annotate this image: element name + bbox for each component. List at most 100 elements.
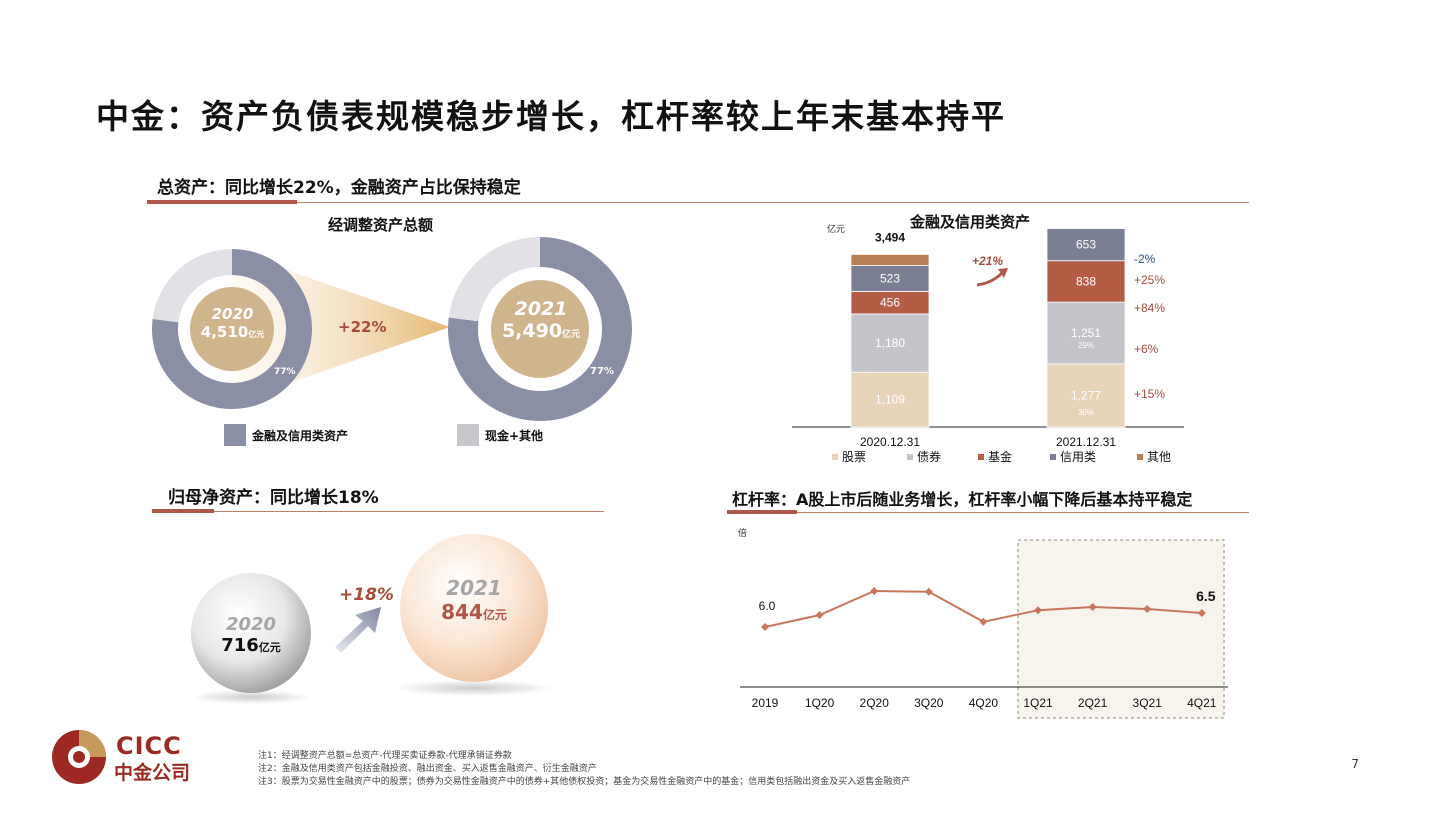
leverage-point bbox=[924, 587, 933, 596]
line-x-tick-label: 1Q21 bbox=[1023, 696, 1053, 710]
legend-cash-label: 现金+其他 bbox=[485, 429, 544, 443]
donut-right-year: 2021 bbox=[514, 298, 568, 320]
leverage-point bbox=[1143, 605, 1152, 613]
equity-2020-value: 716 bbox=[221, 635, 259, 656]
section-equity-rule bbox=[152, 511, 604, 512]
bar-segment-基金 bbox=[1046, 260, 1126, 303]
line-chart-unit: 倍 bbox=[738, 529, 748, 539]
donut-right-unit: 亿元 bbox=[562, 330, 581, 340]
section-leverage-accent bbox=[727, 510, 797, 514]
bar-legend-label: 股票 bbox=[842, 450, 866, 464]
bar-value-label: 1,277 bbox=[1071, 388, 1101, 402]
equity-2020-unit: 亿元 bbox=[258, 641, 281, 654]
bar-legend-swatch bbox=[832, 454, 838, 460]
donut-chart-title: 经调整资产总额 bbox=[328, 216, 434, 234]
bubble-2020 bbox=[191, 573, 311, 693]
line-x-tick-label: 2019 bbox=[752, 696, 779, 710]
section-assets-rule bbox=[147, 202, 1249, 203]
leverage-point bbox=[1197, 609, 1206, 617]
donut-right-pct: 77% bbox=[590, 366, 614, 377]
bar-legend-label: 其他 bbox=[1147, 450, 1171, 464]
donut-right-center: 2021 5,490亿元 bbox=[492, 290, 590, 375]
section-leverage-rule bbox=[727, 512, 1249, 513]
line-x-tick-label: 2Q20 bbox=[860, 696, 890, 710]
bar-growth-label: +84% bbox=[1134, 301, 1165, 315]
footnote-1: 注1：经调整资产总额=总资产-代理买卖证券款-代理承销证券款 bbox=[258, 751, 512, 761]
donut-slice-cash bbox=[448, 237, 541, 322]
bar-value-label: 1,109 bbox=[875, 393, 905, 407]
section-equity-title: 归母净资产：同比增长18% bbox=[168, 488, 379, 508]
bar-category-label: 2020.12.31 bbox=[860, 435, 920, 449]
section-assets-title: 总资产：同比增长22%，金融资产占比保持稳定 bbox=[157, 178, 521, 198]
leverage-point bbox=[1034, 606, 1042, 615]
bar-segment-债券 bbox=[1046, 301, 1126, 365]
bar-growth-label: -2% bbox=[1134, 252, 1156, 266]
donut-right-value: 5,490 bbox=[501, 320, 563, 342]
bar-category-label: 2021.12.31 bbox=[1056, 435, 1116, 449]
leverage-point bbox=[815, 611, 824, 619]
donut-center-disc bbox=[190, 287, 274, 371]
donut-left-pct: 77% bbox=[274, 367, 296, 377]
bar-value-label: 523 bbox=[880, 271, 900, 285]
donut-left-center: 2020 4,510亿元 bbox=[190, 290, 275, 375]
donut-slice-cash bbox=[152, 249, 233, 323]
donut-2020 bbox=[152, 249, 312, 409]
bar-value-label: 653 bbox=[1076, 238, 1096, 252]
footnote-3: 注3：股票为交易性金融资产中的股票；债券为交易性金融资产中的债券+其他债权投资；… bbox=[258, 777, 911, 787]
donut-left-value: 4,510 bbox=[200, 323, 249, 341]
equity-2021-year: 2021 bbox=[446, 576, 502, 600]
bar-legend-swatch bbox=[1050, 454, 1056, 460]
bar-growth-label: +6% bbox=[1134, 342, 1159, 356]
bar-growth-arrow bbox=[976, 271, 1004, 287]
footnote-2: 注2：金融及信用类资产包括金融投资、融出资金、买入返售金融资产、衍生金融资产 bbox=[258, 764, 597, 774]
logo-text-cn: 中金公司 bbox=[114, 762, 191, 784]
footnotes: 注1：经调整资产总额=总资产-代理买卖证券款-代理承销证券款 注2：金融及信用类… bbox=[258, 750, 910, 789]
bar-segment-其他 bbox=[850, 253, 930, 266]
bar-growth-arrowhead bbox=[998, 268, 1008, 278]
equity-2020-year: 2020 bbox=[225, 614, 277, 635]
donut-chart bbox=[152, 237, 632, 421]
bar-segment-债券 bbox=[850, 313, 930, 373]
line-last-value-label: 6.5 bbox=[1196, 588, 1216, 604]
equity-growth-label: +18% bbox=[339, 585, 394, 605]
page-number: 7 bbox=[1351, 757, 1359, 771]
bar-legend-swatch bbox=[1137, 454, 1143, 460]
bar-segment-股票 bbox=[850, 371, 930, 428]
logo-text-en: CICC bbox=[116, 732, 182, 760]
equity-2021-value: 844 bbox=[441, 600, 483, 624]
cicc-logo-mark bbox=[52, 730, 106, 784]
equity-2021-unit: 亿元 bbox=[482, 608, 507, 622]
section-assets-accent bbox=[147, 200, 297, 204]
leverage-point bbox=[1088, 603, 1097, 611]
line-x-tick-label: 1Q20 bbox=[805, 696, 835, 710]
leverage-line-chart: 2019 1Q20 2Q20 3Q20 4Q20 1Q21 2Q21 3Q21 4Q21 6.0 6… bbox=[740, 539, 1228, 719]
bar-legend-label: 信用类 bbox=[1060, 450, 1096, 464]
bar-legend-label: 债券 bbox=[917, 449, 941, 464]
donut-left-year: 2020 bbox=[211, 305, 254, 323]
line-x-tick-label: 3Q21 bbox=[1133, 696, 1163, 710]
bar-value-label: 838 bbox=[1076, 274, 1096, 288]
bar-inner-pct: 29% bbox=[1078, 341, 1094, 350]
bar-total-growth-label: +21% bbox=[972, 254, 1003, 268]
bar-chart-title: 金融及信用类资产 bbox=[910, 213, 1031, 231]
bar-total-label: 3,494 bbox=[875, 230, 905, 244]
equity-bubbles bbox=[191, 534, 554, 704]
line-x-tick-label: 3Q20 bbox=[914, 696, 944, 710]
donut-slice-financial bbox=[152, 249, 312, 409]
bar-value-label: 456 bbox=[880, 296, 900, 310]
bar-chart-unit: 亿元 bbox=[827, 225, 846, 235]
bar-value-label: 1,251 bbox=[1071, 326, 1101, 340]
section-equity-accent bbox=[152, 509, 214, 513]
leverage-point bbox=[870, 587, 879, 595]
bubble-2021-shadow bbox=[394, 680, 554, 696]
bar-legend-label: 基金 bbox=[988, 449, 1012, 464]
bubble-2020-shadow bbox=[191, 690, 311, 704]
legend-cash-swatch bbox=[457, 424, 479, 446]
line-x-tick-label: 4Q21 bbox=[1187, 696, 1217, 710]
equity-growth-arrow bbox=[335, 607, 381, 653]
bar-value-label: 1,180 bbox=[875, 336, 905, 350]
line-first-value-label: 6.0 bbox=[759, 599, 776, 613]
leverage-point bbox=[761, 623, 769, 631]
leverage-point bbox=[979, 617, 988, 626]
bar-segment-信用类 bbox=[850, 265, 930, 292]
